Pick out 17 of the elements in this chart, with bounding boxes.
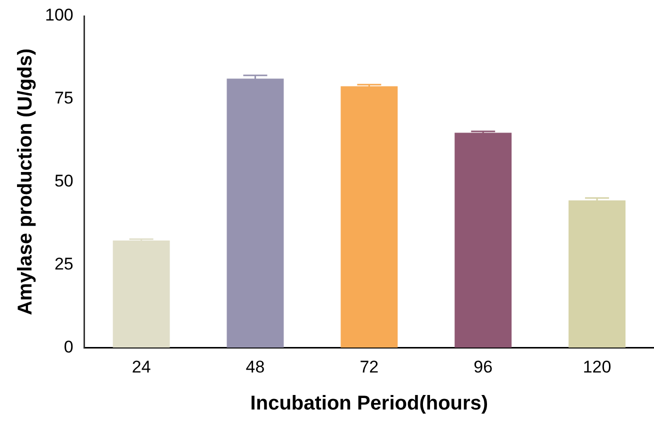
bar <box>112 240 170 348</box>
bar <box>454 132 512 348</box>
y-axis-title: Amylase production (U/gds) <box>14 48 37 316</box>
y-tick-label: 100 <box>44 6 74 25</box>
bar <box>340 86 398 348</box>
x-tick-label: 24 <box>132 357 151 376</box>
y-tick-label: 75 <box>54 88 74 108</box>
x-tick-label: 72 <box>360 357 379 376</box>
x-tick-label: 120 <box>582 357 612 376</box>
y-tick-label: 50 <box>54 171 74 190</box>
x-tick-label: 48 <box>246 357 265 376</box>
bar <box>226 78 284 348</box>
y-tick-label: 25 <box>54 254 74 274</box>
x-tick-label: 96 <box>474 357 493 376</box>
x-axis-title: Incubation Period(hours) <box>250 392 488 415</box>
bar <box>568 200 626 348</box>
y-tick-label: 0 <box>64 337 74 356</box>
